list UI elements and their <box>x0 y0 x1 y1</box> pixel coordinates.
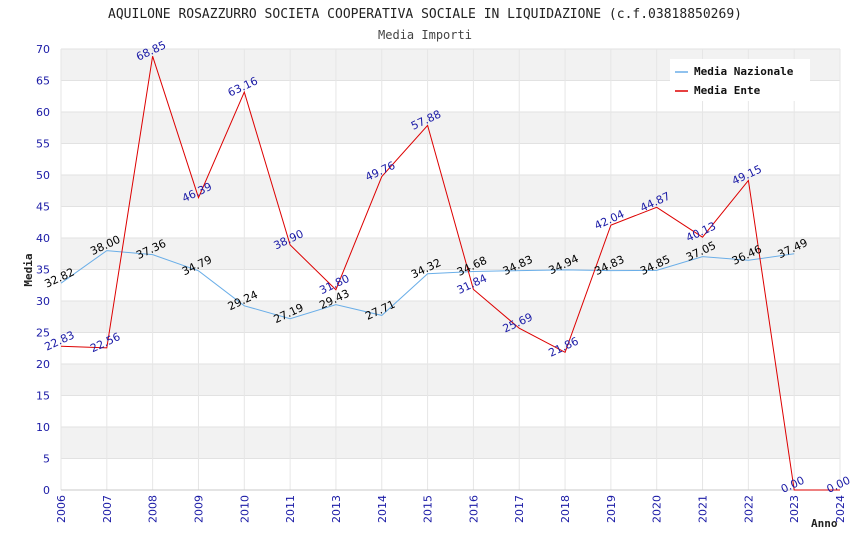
x-tick-label: 2021 <box>697 495 710 523</box>
y-tick-label: 70 <box>36 43 50 56</box>
y-tick-label: 20 <box>36 358 50 371</box>
legend-label-nazionale: Media Nazionale <box>694 65 794 78</box>
x-tick-label: 2007 <box>101 495 114 523</box>
y-tick-label: 60 <box>36 106 50 119</box>
chart-title: AQUILONE ROSAZZURRO SOCIETA COOPERATIVA … <box>108 7 742 22</box>
grid-band <box>61 332 840 364</box>
y-tick-label: 0 <box>43 484 50 497</box>
x-tick-label: 2006 <box>55 495 68 523</box>
y-tick-label: 25 <box>36 327 50 340</box>
legend-box <box>670 59 810 101</box>
x-tick-label: 2018 <box>559 495 572 523</box>
x-tick-label: 2017 <box>513 495 526 523</box>
y-tick-label: 5 <box>43 453 50 466</box>
x-tick-label: 2024 <box>834 495 847 523</box>
grid-band <box>61 175 840 207</box>
series-line-media-nazionale <box>60 250 795 320</box>
x-tick-label: 2022 <box>742 495 755 523</box>
x-tick-label: 2016 <box>467 495 480 523</box>
x-tick-label: 2013 <box>330 495 343 523</box>
y-tick-label: 10 <box>36 421 50 434</box>
y-axis-ticks: 0 5 10 15 20 25 30 35 40 45 50 55 60 65 70 <box>36 43 50 497</box>
x-tick-label: 2019 <box>605 495 618 523</box>
legend: Media Nazionale Media Ente <box>670 59 810 101</box>
y-tick-label: 65 <box>36 75 50 88</box>
grid-band <box>61 364 840 396</box>
grid-band <box>61 238 840 270</box>
series-line-media-ente <box>60 56 840 491</box>
grid-band <box>61 269 840 301</box>
y-tick-label: 55 <box>36 138 50 151</box>
y-axis-label: Media <box>22 253 35 286</box>
x-tick-label: 2023 <box>788 495 801 523</box>
grid-band <box>61 143 840 175</box>
grid-band <box>61 395 840 427</box>
x-tick-label: 2014 <box>376 495 389 523</box>
x-tick-label: 2010 <box>238 495 251 523</box>
y-tick-label: 40 <box>36 232 50 245</box>
x-tick-label: 2015 <box>422 495 435 523</box>
y-tick-label: 15 <box>36 390 50 403</box>
x-tick-label: 2020 <box>651 495 664 523</box>
y-tick-label: 30 <box>36 295 50 308</box>
x-tick-label: 2011 <box>284 495 297 523</box>
grid-band <box>61 427 840 459</box>
y-tick-label: 45 <box>36 201 50 214</box>
y-tick-label: 50 <box>36 169 50 182</box>
grid-band <box>61 301 840 333</box>
grid-band <box>61 458 840 490</box>
grid-band <box>61 112 840 144</box>
x-tick-label: 2009 <box>192 495 205 523</box>
series-lines <box>60 56 840 491</box>
x-axis-label: Anno <box>811 517 838 530</box>
chart-subtitle: Media Importi <box>378 28 472 42</box>
grid-bands <box>60 48 841 491</box>
x-tick-label: 2008 <box>147 495 160 523</box>
legend-label-ente: Media Ente <box>694 84 761 97</box>
x-axis-ticks: 2006 2007 2008 2009 2010 2011 2013 2014 2015 2016… <box>55 495 847 523</box>
grid-band <box>61 206 840 238</box>
y-tick-label: 35 <box>36 264 50 277</box>
